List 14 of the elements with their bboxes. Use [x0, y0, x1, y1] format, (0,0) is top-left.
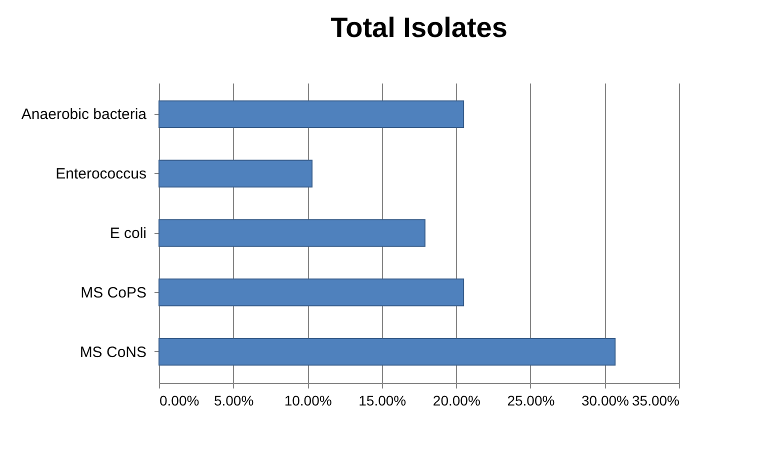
y-tick-label: Anaerobic bacteria: [21, 106, 148, 124]
x-tick-label: 0.00%: [160, 392, 200, 408]
x-tick-label: 10.00%: [284, 392, 332, 408]
x-tick-label: 25.00%: [507, 392, 555, 408]
y-tick-label: MS CoNS: [80, 344, 146, 361]
x-tick-label: 15.00%: [358, 392, 406, 408]
chart-title: Total Isolates: [330, 12, 508, 43]
x-tick-label: 30.00%: [581, 392, 629, 408]
x-tick-label: 20.00%: [432, 392, 480, 408]
x-tick-label: 35.00%: [632, 392, 680, 408]
y-tick-label: Enterococcus: [56, 166, 146, 183]
x-tick-label: 5.00%: [214, 392, 254, 408]
y-tick-label: E coli: [110, 225, 146, 242]
y-tick-label: MS CoPS: [80, 284, 146, 302]
